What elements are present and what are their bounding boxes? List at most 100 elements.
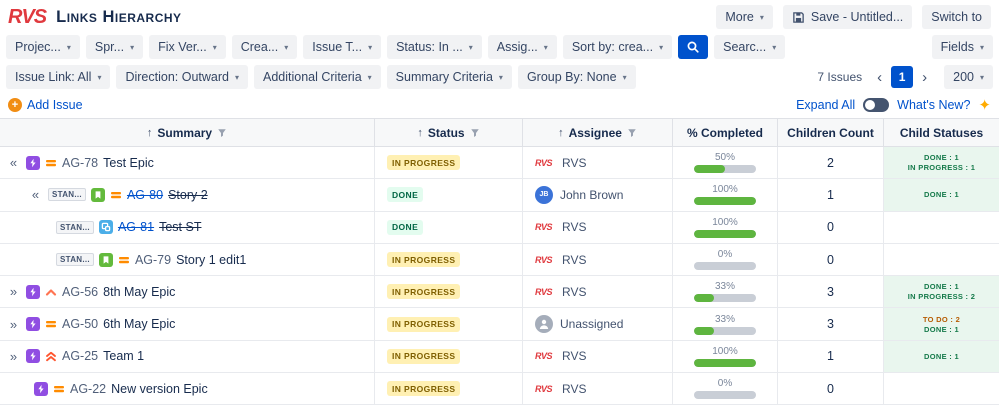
issue-key[interactable]: AG-50: [62, 317, 99, 332]
filter-dropdown-sort-by-crea[interactable]: Sort by: crea... ▾: [562, 35, 673, 59]
column-header-status[interactable]: ↑ Status: [375, 119, 523, 146]
filter-label: Status: In ...: [396, 40, 463, 54]
column-header-child-statuses: Child Statuses: [884, 119, 999, 146]
expand-all-toggle[interactable]: [863, 98, 890, 112]
child-statuses-cell: [884, 373, 999, 404]
save-button[interactable]: Save - Untitled...: [782, 5, 913, 29]
percent-label: 50%: [714, 152, 735, 164]
assignee-cell: RVS RVS: [523, 340, 673, 373]
chevron-down-icon: ▾: [367, 72, 372, 82]
assignee-name: Unassigned: [560, 317, 624, 332]
rvs-avatar: RVS: [535, 157, 553, 168]
assignee-name: RVS: [562, 381, 587, 396]
filter-bar-primary: Projec... ▾ Spr... ▾ Fix Ver... ▾ Crea... ▾ Issu…: [0, 32, 999, 62]
filter-dropdown-summary-criteria[interactable]: Summary Criteria ▾: [386, 65, 512, 89]
issue-key[interactable]: AG-25: [62, 349, 99, 364]
issue-summary: Team 1: [103, 349, 145, 364]
progress-bar: [694, 229, 756, 238]
filter-dropdown-crea[interactable]: Crea... ▾: [231, 35, 298, 59]
sort-ascending-icon: ↑: [146, 126, 153, 139]
children-count-cell: 3: [778, 276, 884, 308]
more-button[interactable]: More ▾: [716, 5, 773, 29]
chevron-down-icon: ▾: [498, 72, 503, 82]
child-statuses-cell: [884, 244, 999, 275]
filter-funnel-icon[interactable]: [627, 128, 637, 138]
filter-funnel-icon[interactable]: [470, 128, 480, 138]
filter-dropdown-spr[interactable]: Spr... ▾: [85, 35, 144, 59]
search-button[interactable]: [678, 35, 709, 59]
progress-fill: [694, 197, 756, 206]
add-issue-button[interactable]: + Add Issue: [8, 98, 83, 112]
status-badge: DONE: [387, 187, 424, 203]
page-size-dropdown[interactable]: 200 ▾: [944, 65, 993, 89]
expand-all-button[interactable]: Expand All: [796, 98, 856, 112]
child-status-line: DONE : 1: [924, 153, 959, 163]
filter-label: Sort by: crea...: [571, 40, 654, 54]
percent-completed-cell: 100%: [673, 211, 778, 243]
previous-page-button[interactable]: ‹: [874, 69, 885, 86]
filter-label: Projec...: [15, 40, 61, 54]
filter-label: Direction: Outward: [125, 70, 229, 84]
expand-arrow-icon[interactable]: »: [9, 316, 18, 332]
issue-key[interactable]: AG-81: [117, 220, 155, 235]
filter-label: Issue T...: [312, 40, 363, 54]
column-header-assignee[interactable]: ↑ Assignee: [523, 119, 673, 146]
filter-dropdown-assig[interactable]: Assig... ▾: [487, 35, 557, 59]
children-count-cell: 0: [778, 373, 884, 405]
issue-key[interactable]: AG-80: [126, 187, 164, 202]
expand-arrow-icon[interactable]: »: [9, 284, 18, 300]
story-issue-type-icon: [98, 252, 113, 267]
filter-dropdown-issue-link-all[interactable]: Issue Link: All ▾: [6, 65, 111, 89]
filter-dropdown-issue-t[interactable]: Issue T... ▾: [303, 35, 382, 59]
progress-bar: [694, 326, 756, 335]
collapse-arrow-icon[interactable]: «: [31, 187, 40, 203]
column-header-completed: % Completed: [673, 119, 778, 146]
filter-dropdown-additional-criteria[interactable]: Additional Criteria ▾: [253, 65, 381, 89]
rvs-avatar: RVS: [535, 351, 553, 362]
chevron-down-icon: ▾: [979, 42, 984, 52]
child-statuses-cell: DONE : 1 IN PROGRESS : 1: [884, 147, 999, 179]
search-dropdown[interactable]: Searc... ▾: [714, 35, 786, 59]
sort-ascending-icon: ↑: [558, 126, 564, 139]
epic-issue-type-icon: [34, 381, 48, 396]
assignee-cell: Unassigned: [523, 308, 673, 340]
current-page-button[interactable]: 1: [891, 66, 914, 88]
priority-highest-icon: [45, 350, 57, 362]
issue-key[interactable]: AG-79: [134, 252, 172, 267]
percent-label: 100%: [712, 216, 738, 228]
progress-fill: [694, 294, 715, 303]
table-row: STAN... AG-81 Test ST DONE RVS RVS 100% 0: [0, 211, 999, 244]
chevron-down-icon: ▾: [66, 42, 71, 52]
progress-fill: [694, 358, 756, 367]
child-status-line: DONE : 1: [924, 282, 959, 292]
chevron-down-icon: ▾: [234, 72, 239, 82]
filter-dropdown-projec[interactable]: Projec... ▾: [6, 35, 80, 59]
filter-label: Spr...: [94, 40, 125, 54]
chevron-down-icon: ▾: [97, 72, 102, 82]
filter-dropdown-direction-outward[interactable]: Direction: Outward ▾: [116, 65, 248, 89]
epic-issue-type-icon: [26, 317, 40, 332]
child-statuses-cell: DONE : 1 IN PROGRESS : 2: [884, 276, 999, 308]
filter-dropdown-status-in[interactable]: Status: In ... ▾: [387, 35, 482, 59]
filter-funnel-icon[interactable]: [217, 128, 227, 138]
progress-fill: [694, 165, 725, 174]
filter-dropdown-fix-ver[interactable]: Fix Ver... ▾: [149, 35, 226, 59]
status-badge: IN PROGRESS: [387, 316, 461, 332]
switch-to-button[interactable]: Switch to: [922, 5, 991, 29]
fields-dropdown[interactable]: Fields ▾: [931, 35, 993, 59]
collapse-arrow-icon[interactable]: «: [9, 155, 18, 171]
issue-key[interactable]: AG-22: [70, 381, 107, 396]
whats-new-button[interactable]: What's New?: [897, 98, 971, 112]
status-cell: IN PROGRESS: [375, 340, 523, 373]
column-header-summary[interactable]: ↑ Summary: [0, 119, 375, 146]
expand-arrow-icon[interactable]: »: [9, 348, 18, 364]
filter-dropdown-group-by-none[interactable]: Group By: None ▾: [517, 65, 636, 89]
next-page-button[interactable]: ›: [919, 69, 930, 86]
issue-key[interactable]: AG-56: [62, 284, 99, 299]
top-bar: RVS Links Hierarchy More ▾ Save - Untitl…: [0, 0, 999, 32]
percent-label: 100%: [712, 345, 738, 357]
column-header-label: Assignee: [568, 125, 622, 140]
column-header-label: Children Count: [787, 125, 874, 140]
issue-key[interactable]: AG-78: [62, 155, 99, 170]
sparkle-icon: ✦: [978, 97, 991, 114]
